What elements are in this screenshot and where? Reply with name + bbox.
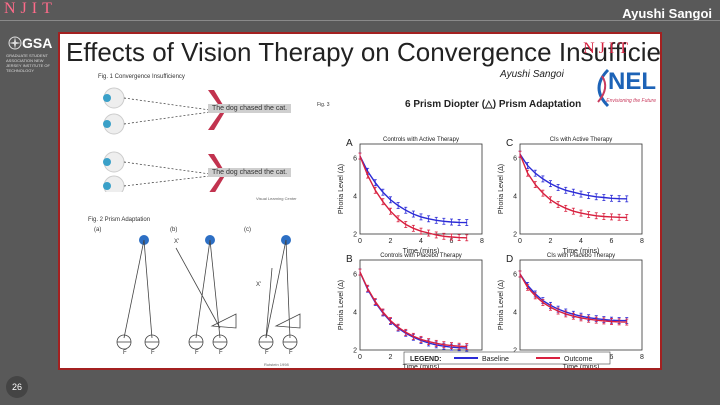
fig1-label: Fig. 1 Convergence Insufficiency: [98, 74, 185, 80]
panel-frame: [359, 143, 483, 235]
panel-title: CIs with Active Therapy: [550, 137, 613, 143]
y-tick-label: 2: [353, 232, 357, 239]
y-tick-label: 4: [513, 194, 517, 201]
gsa-emblem-icon: [8, 36, 22, 50]
y-tick-label: 6: [353, 272, 357, 279]
x-tick-label: 4: [419, 238, 423, 245]
fig3-label: Fig. 3: [317, 102, 330, 108]
fig2-f-3: F: [195, 350, 199, 356]
y-tick-label: 2: [513, 348, 517, 355]
y-axis-label: Phoria Level (Δ): [498, 280, 505, 330]
fig2-f-5: F: [265, 350, 269, 356]
x-tick-label: 2: [389, 238, 393, 245]
njit-header-logo: NJIT: [4, 0, 57, 17]
fig2-x-label-c: X': [256, 282, 262, 288]
header-divider: [0, 20, 720, 21]
fig2-f-6: F: [289, 350, 293, 356]
fig2-prism-illustration: [116, 235, 301, 350]
x-tick-label: 8: [640, 238, 644, 245]
x-axis-label: Time (mins): [403, 364, 440, 370]
fig3-title: 6 Prism Diopter (△) Prism Adaptation: [405, 99, 582, 110]
x-axis-label: Time (mins): [403, 248, 440, 255]
y-tick-label: 4: [353, 310, 357, 317]
y-tick-label: 6: [513, 272, 517, 279]
x-tick-label: 6: [610, 238, 614, 245]
fig2-f-1: F: [123, 350, 127, 356]
panel-title: CIs with Placebo Therapy: [547, 253, 615, 259]
y-tick-label: 4: [513, 310, 517, 317]
poster-author: Ayushi Sangoi: [500, 69, 564, 80]
panel-letter: B: [346, 254, 353, 265]
fig2-credit: Rutstein 1998: [264, 362, 289, 367]
x-tick-label: 6: [450, 238, 454, 245]
y-tick-label: 2: [513, 232, 517, 239]
panel-frame: [359, 259, 483, 351]
panel-frame: [519, 259, 643, 351]
panel-title: Controls with Placebo Therapy: [380, 253, 462, 259]
y-axis-label: Phoria Level (Δ): [498, 164, 505, 214]
slide-title: Effects of Vision Therapy on Convergence…: [66, 37, 662, 67]
legend-box: [403, 351, 611, 365]
x-tick-label: 6: [610, 354, 614, 361]
fig2-f-4: F: [219, 350, 223, 356]
x-tick-label: 0: [518, 238, 522, 245]
header-author: Ayushi Sangoi: [622, 6, 712, 21]
fig2-label: Fig. 2 Prism Adaptation: [88, 217, 151, 223]
x-tick-label: 8: [480, 238, 484, 245]
x-axis-label: Time (mins): [563, 364, 600, 370]
nel-tagline: Envisioning the Future: [606, 98, 656, 104]
page-number: 26: [6, 376, 28, 398]
panel-letter: D: [506, 254, 513, 265]
gsa-logo: GSA: [22, 35, 53, 51]
y-axis-label: Phoria Level (Δ): [338, 280, 345, 330]
njit-logo: NJIT: [583, 40, 632, 57]
x-tick-label: 0: [358, 354, 362, 361]
x-tick-label: 0: [358, 238, 362, 245]
legend-entry: Baseline: [482, 356, 509, 363]
fig2-f-2: F: [151, 350, 155, 356]
y-axis-label: Phoria Level (Δ): [338, 164, 345, 214]
panel-title: Controls with Active Therapy: [383, 137, 459, 143]
legend-label: LEGEND:: [410, 356, 442, 363]
y-tick-label: 6: [353, 156, 357, 163]
panel-letter: A: [346, 138, 353, 149]
panel-frame: [519, 143, 643, 235]
x-tick-label: 8: [640, 354, 644, 361]
y-tick-label: 6: [513, 156, 517, 163]
fig1-credit: Visual Learning Center: [256, 196, 297, 201]
fig1-sentence-bottom: The dog chased the cat.: [208, 168, 292, 177]
x-axis-label: Time (mins): [563, 248, 600, 255]
legend-entry: Outcome: [564, 356, 593, 363]
fig1-convergence-illustration: [103, 87, 226, 192]
x-tick-label: 4: [579, 238, 583, 245]
fig2-x-label-b: X': [174, 239, 180, 245]
nel-logo: NEL: [608, 68, 656, 95]
panel-letter: C: [506, 138, 513, 149]
nel-eye-logo-icon: [597, 68, 610, 108]
fig2-panel-b: (b): [170, 227, 178, 233]
fig2-panel-c: (c): [244, 227, 251, 233]
y-tick-label: 2: [353, 348, 357, 355]
fig2-panel-a: (a): [94, 227, 102, 233]
y-tick-label: 4: [353, 194, 357, 201]
slide-content: Effects of Vision Therapy on Convergence…: [58, 32, 662, 370]
x-tick-label: 2: [389, 354, 393, 361]
x-tick-label: 2: [549, 238, 553, 245]
gsa-subtitle: GRADUATE STUDENT ASSOCIATION NEW JERSEY …: [6, 53, 50, 73]
fig1-sentence-top: The dog chased the cat.: [208, 104, 292, 113]
eye-icon: [103, 87, 125, 192]
